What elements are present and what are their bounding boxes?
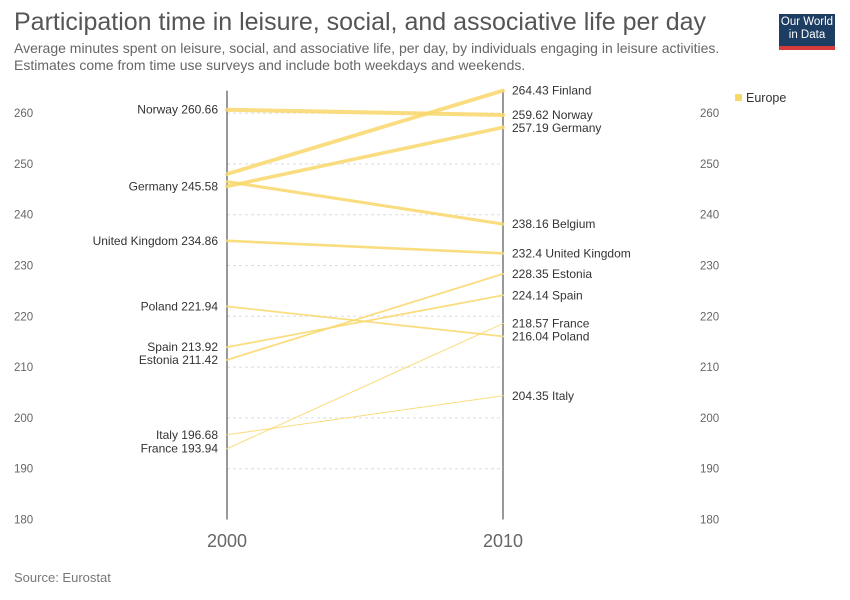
y-tick-left-260: 260: [14, 108, 33, 120]
y-tick-left-240: 240: [14, 210, 33, 222]
slope-line-spain: [226, 294, 504, 349]
chart-subtitle: Average minutes spent on leisure, social…: [14, 40, 754, 74]
right-label-estonia: 228.35 Estonia: [512, 267, 592, 281]
slope-line-france: [226, 323, 504, 450]
chart-title: Participation time in leisure, social, a…: [14, 8, 707, 36]
y-tick-left-190: 190: [14, 464, 33, 476]
slope-line-belgium: [225, 180, 505, 226]
y-tick-right-180: 180: [700, 515, 719, 527]
left-label-estonia: Estonia 211.42: [139, 353, 218, 367]
slope-line-italy: [226, 395, 504, 436]
slope-line-estonia: [226, 272, 504, 361]
right-label-united-kingdom: 232.4 United Kingdom: [512, 246, 631, 260]
right-label-italy: 204.35 Italy: [512, 389, 574, 403]
left-label-united-kingdom: United Kingdom 234.86: [93, 234, 219, 248]
left-label-italy: Italy 196.68: [156, 428, 218, 442]
slope-line-germany: [225, 125, 505, 189]
subtitle-line-1: Average minutes spent on leisure, social…: [14, 40, 720, 56]
y-tick-right-190: 190: [700, 464, 719, 476]
subtitle-line-2: Estimates come from time use surveys and…: [14, 57, 526, 73]
left-label-france: France 193.94: [141, 442, 219, 456]
y-tick-right-260: 260: [700, 108, 719, 120]
right-label-germany: 257.19 Germany: [512, 121, 601, 135]
left-label-germany: Germany 245.58: [129, 179, 219, 193]
right-label-norway: 259.62 Norway: [512, 108, 593, 122]
left-label-poland: Poland 221.94: [141, 299, 219, 313]
y-tick-right-240: 240: [700, 210, 719, 222]
logo-line-1: Our World: [780, 16, 834, 28]
y-tick-right-230: 230: [700, 261, 719, 273]
left-label-norway: Norway 260.66: [137, 103, 218, 117]
logo-line-2: in Data: [788, 29, 826, 41]
y-tick-right-220: 220: [700, 311, 719, 323]
right-label-poland: 216.04 Poland: [512, 330, 589, 344]
slope-line-united-kingdom: [225, 239, 505, 255]
y-tick-right-250: 250: [700, 159, 719, 171]
slope-line-norway: [224, 107, 506, 118]
slope-line-finland: [225, 88, 505, 176]
y-tick-left-210: 210: [14, 362, 33, 374]
y-tick-right-200: 200: [700, 413, 719, 425]
legend-label-europe: Europe: [746, 91, 786, 105]
y-tick-left-250: 250: [14, 159, 33, 171]
y-tick-left-230: 230: [14, 261, 33, 273]
y-tick-right-210: 210: [700, 362, 719, 374]
y-tick-left-200: 200: [14, 413, 33, 425]
right-label-france: 218.57 France: [512, 317, 590, 331]
owid-logo[interactable]: Our World in Data: [779, 14, 835, 50]
legend-swatch-europe: [735, 94, 742, 101]
x-label-2000: 2000: [207, 531, 247, 551]
y-tick-left-180: 180: [14, 515, 33, 527]
right-label-finland: 264.43 Finland: [512, 84, 591, 98]
source-note[interactable]: Source: Eurostat: [14, 570, 111, 585]
left-label-spain: Spain 213.92: [147, 340, 218, 354]
right-label-belgium: 238.16 Belgium: [512, 217, 595, 231]
x-label-2010: 2010: [483, 531, 523, 551]
right-label-spain: 224.14 Spain: [512, 288, 583, 302]
y-tick-left-220: 220: [14, 311, 33, 323]
